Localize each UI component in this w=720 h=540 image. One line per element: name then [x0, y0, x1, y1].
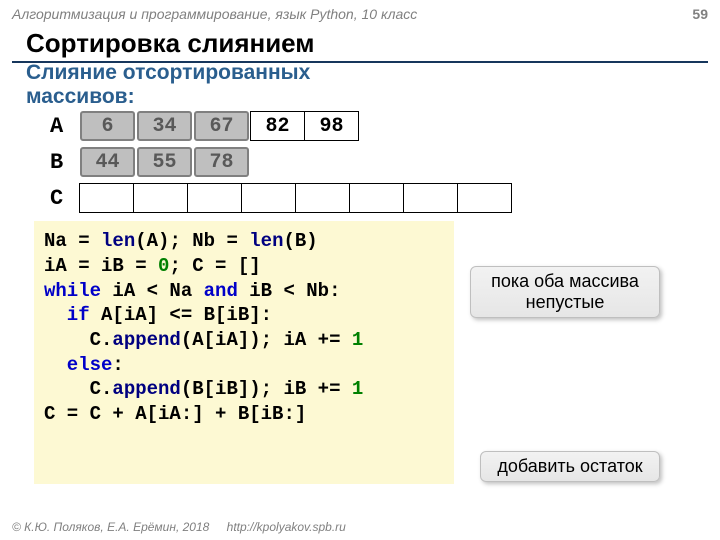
callout-while: пока оба массива непустые [470, 266, 660, 317]
footer-url: http://kpolyakov.spb.ru [227, 520, 346, 534]
callout-tail: добавить остаток [480, 451, 660, 482]
array-a-cell: 34 [137, 111, 192, 141]
array-b-cell: 44 [80, 147, 135, 177]
array-a-cell: 67 [194, 111, 249, 141]
array-c-cell [79, 183, 134, 213]
array-c-cell [133, 183, 188, 213]
array-row-a: A 634678298 [50, 111, 720, 141]
array-row-b: B 445578 [50, 147, 720, 177]
arrays-area: A 634678298 B 445578 C [0, 109, 720, 213]
array-label-b: B [50, 150, 80, 175]
array-a-cells: 634678298 [80, 111, 359, 141]
array-c-cell [187, 183, 242, 213]
array-b-cell: 55 [137, 147, 192, 177]
array-c-cell [349, 183, 404, 213]
header-bar: Алгоритмизация и программирование, язык … [0, 0, 720, 26]
code-block: Na = len(A); Nb = len(B) iA = iB = 0; C … [34, 221, 454, 484]
page-number: 59 [692, 6, 708, 22]
array-row-c: C [50, 183, 720, 213]
page-title: Сортировка слиянием [0, 26, 720, 59]
array-a-cell: 98 [304, 111, 359, 141]
array-c-cell [295, 183, 350, 213]
subtitle: Слияние отсортированных массивов: [0, 61, 720, 109]
array-b-cells: 445578 [80, 147, 251, 177]
array-a-cell: 82 [250, 111, 305, 141]
array-c-cell [241, 183, 296, 213]
array-label-c: C [50, 186, 80, 211]
array-c-cell [403, 183, 458, 213]
array-c-cell [457, 183, 512, 213]
footer: © К.Ю. Поляков, Е.А. Ерёмин, 2018 http:/… [12, 520, 346, 534]
course-title: Алгоритмизация и программирование, язык … [12, 6, 417, 22]
array-a-cell: 6 [80, 111, 135, 141]
array-c-cells [80, 183, 512, 213]
copyright: © К.Ю. Поляков, Е.А. Ерёмин, 2018 [12, 520, 209, 534]
array-b-cell: 78 [194, 147, 249, 177]
array-label-a: A [50, 114, 80, 139]
